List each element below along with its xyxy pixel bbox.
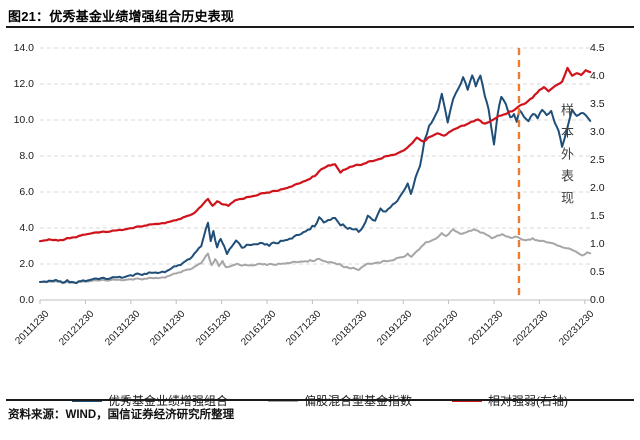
left-axis-label: 14.0 — [13, 41, 34, 54]
right-axis-label: 0.5 — [590, 265, 605, 278]
right-axis-label: 2.5 — [590, 153, 605, 166]
series-enhanced-portfolio-line — [39, 74, 592, 285]
source-note: 资料来源：WIND，国信证券经济研究所整理 — [8, 409, 235, 421]
left-axis-label: 0.0 — [19, 293, 34, 306]
line-chart: 20111230 20121230 20131230 20141230 20151230… — [0, 28, 640, 360]
legend-label: 偏股混合型基金指数 — [304, 394, 413, 408]
right-axis-label: 3.0 — [590, 125, 605, 138]
right-axis-label: 2.0 — [590, 181, 605, 194]
right-axis-label: 1.0 — [590, 237, 605, 250]
out-of-sample-annotation: 样本外表现 — [559, 103, 574, 213]
right-axis-label: 1.5 — [590, 209, 605, 222]
right-axis-label: 0.0 — [590, 293, 605, 306]
left-axis-label: 4.0 — [19, 221, 34, 234]
left-axis-label: 10.0 — [13, 113, 34, 126]
right-axis-label: 4.0 — [590, 69, 605, 82]
left-axis-label: 6.0 — [19, 185, 34, 198]
source-divider — [6, 399, 634, 401]
series-relative-strength-line — [38, 66, 592, 243]
right-axis-label: 3.5 — [590, 97, 605, 110]
plot-area — [38, 47, 592, 304]
left-axis-label: 8.0 — [19, 149, 34, 162]
series-hybrid-index-line — [39, 228, 592, 285]
right-axis-label: 4.5 — [590, 41, 605, 54]
left-axis-label: 12.0 — [13, 77, 34, 90]
left-axis-label: 2.0 — [19, 257, 34, 270]
legend-label: 优秀基金业绩增强组合 — [107, 394, 228, 408]
legend-label: 相对强弱(右轴) — [488, 394, 569, 408]
figure-title: 图21：优秀基金业绩增强组合历史表现 — [8, 9, 235, 24]
legend: 优秀基金业绩增强组合 偏股混合型基金指数 相对强弱(右轴) — [0, 392, 640, 409]
title-divider — [6, 26, 634, 28]
